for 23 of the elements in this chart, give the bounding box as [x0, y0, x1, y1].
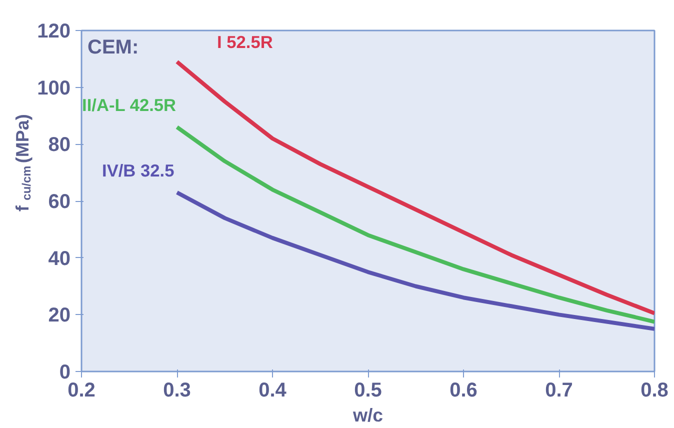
- x-tick-label: 0.3: [163, 380, 191, 402]
- y-tick-label: 100: [37, 77, 71, 100]
- x-tick-label: 0.6: [450, 380, 478, 402]
- y-axis-title: fcu/cm(MPa): [12, 114, 34, 212]
- x-tick-label: 0.7: [545, 380, 573, 402]
- line-series: [175, 60, 654, 316]
- line-series: [175, 190, 654, 331]
- x-tick-label: 0.2: [68, 380, 96, 402]
- y-tick-label: 40: [48, 248, 71, 270]
- series-label: I 52.5R: [217, 32, 274, 52]
- x-tick-label: 0.4: [258, 380, 288, 402]
- series-label: II/A-L 42.5R: [82, 95, 177, 116]
- line-series: [175, 125, 654, 324]
- y-tick-label: 60: [48, 191, 71, 213]
- series-label: IV/B 32.5: [102, 160, 175, 180]
- legend-title: CEM:: [88, 36, 139, 58]
- y-tick-label: 20: [48, 304, 71, 327]
- x-axis-title: w/c: [352, 404, 384, 426]
- y-tick-label: 0: [59, 362, 70, 384]
- x-tick-label: 0.5: [354, 380, 382, 402]
- y-tick-label: 80: [48, 134, 71, 156]
- y-tick-label: 120: [37, 20, 71, 42]
- x-tick-label: 0.8: [640, 380, 668, 402]
